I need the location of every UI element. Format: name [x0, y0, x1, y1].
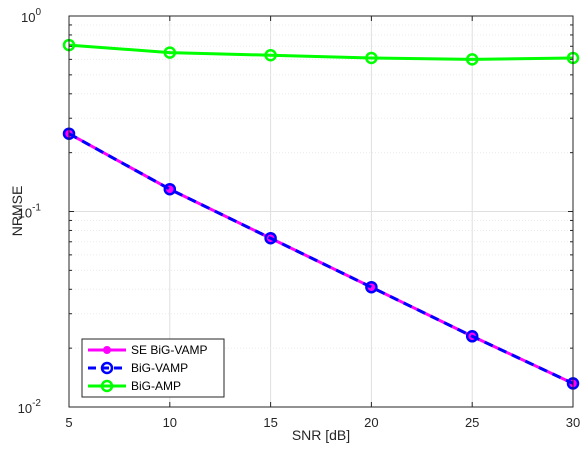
x-tick-label: 5 [65, 415, 72, 430]
legend: SE BiG-VAMP BiG-VAMP BiG-AMP [81, 338, 225, 398]
x-tick-label: 30 [566, 415, 580, 430]
x-tick-label: 15 [263, 415, 277, 430]
x-tick-label: 20 [364, 415, 378, 430]
series-line [68, 132, 574, 385]
y-axis-title: NRMSE [9, 186, 25, 237]
axis-ticks [68, 15, 574, 408]
series-line [68, 43, 574, 61]
legend-marker [103, 346, 111, 354]
x-tick-labels: 5 10 15 20 25 30 [65, 415, 580, 430]
data-point [465, 53, 479, 66]
legend-marker [100, 361, 114, 375]
data-point [465, 330, 479, 343]
legend-label: BiG-VAMP [131, 361, 188, 375]
data-point [264, 48, 277, 62]
data-point [365, 280, 378, 294]
grid-lines [69, 16, 573, 407]
y-tick-label: 10-1 [18, 203, 42, 221]
x-tick-label: 25 [465, 415, 479, 430]
x-tick-label: 10 [163, 415, 177, 430]
data-point [264, 231, 277, 245]
legend-label: SE BiG-VAMP [131, 343, 207, 357]
y-tick-label: 10-2 [18, 398, 42, 416]
legend-marker [100, 379, 114, 393]
data-point [163, 182, 177, 196]
legend-label: BiG-AMP [131, 379, 181, 393]
y-tick-labels: 10-2 10-1 100 [18, 7, 42, 416]
data-point [365, 51, 378, 65]
data-point [163, 46, 177, 59]
y-tick-label: 100 [21, 7, 41, 25]
x-axis-title: SNR [dB] [292, 427, 350, 443]
